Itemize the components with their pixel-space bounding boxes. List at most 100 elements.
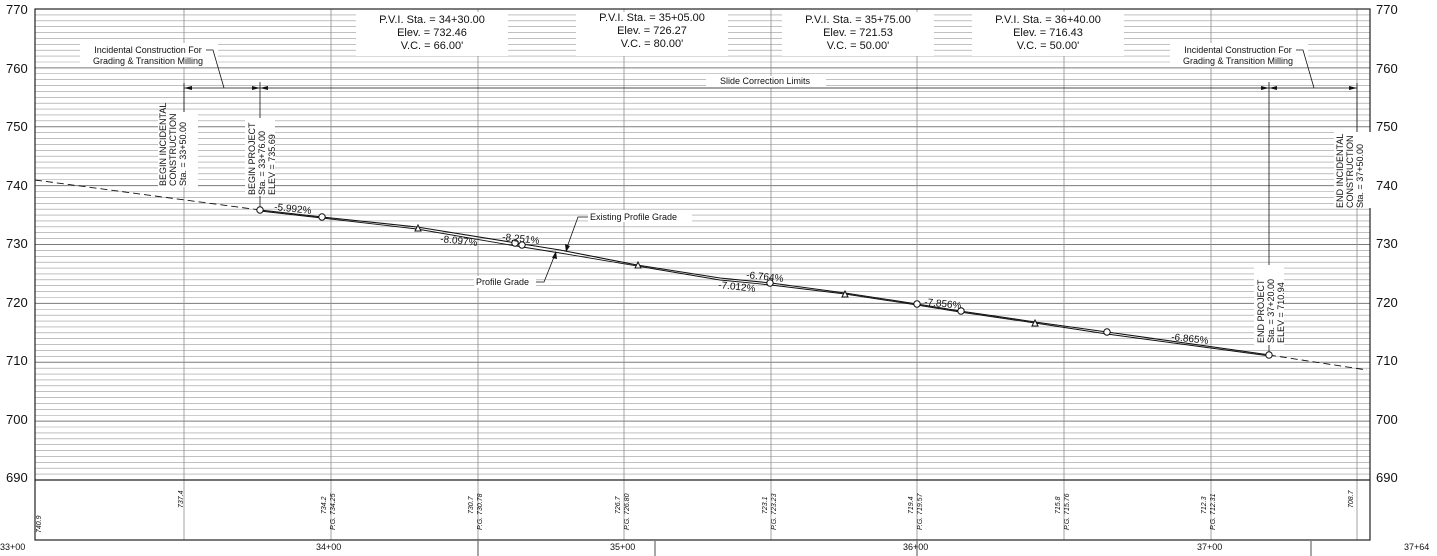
bottom-elev: 719.4 — [908, 496, 915, 514]
vertex-circle — [318, 213, 326, 221]
station-labels: 33+00 34+00 35+00 36+00 37+00 37+64 — [0, 542, 1429, 552]
begin-incidental-line2: CONSTRUCTION — [168, 114, 178, 187]
elev-label-right: 730 — [1376, 236, 1398, 251]
station-label: 34+00 — [316, 542, 341, 552]
vertex-circle — [913, 300, 921, 308]
pvi-elev: Elev. = 716.43 — [1013, 27, 1083, 39]
bottom-elev: 723.1 — [762, 496, 769, 514]
bottom-elev-pg: P.G. 730.78 — [477, 493, 484, 530]
bottom-elev: 708.7 — [1348, 489, 1355, 508]
station-label: 36+00 — [903, 542, 928, 552]
pvi-vc: V.C. = 66.00' — [401, 40, 464, 52]
grade-label: -6.865% — [1171, 332, 1209, 347]
end-incidental-line1: END INCIDENTAL — [1335, 134, 1345, 208]
pvi-sta: P.V.I. Sta. = 34+30.00 — [379, 14, 485, 26]
incidental-notes: Incidental Construction For Grading & Tr… — [93, 45, 1293, 66]
elev-label-left: 760 — [6, 61, 28, 76]
existing-ground-left-dashed — [34, 179, 261, 211]
grade-label: -5.992% — [274, 202, 312, 217]
profile-vertex-markers — [256, 206, 1273, 359]
pvi-elev: Elev. = 732.46 — [397, 27, 467, 39]
end-project-line2: Sta. = 37+20.00 — [1266, 279, 1276, 343]
vertex-circle — [766, 279, 774, 287]
bottom-elev-pg: P.G. 726.80 — [624, 493, 631, 530]
profile-grade-line — [259, 210, 1271, 357]
bottom-elev-pg: P.G. 712.31 — [1210, 493, 1217, 530]
minor-gridlines — [35, 14, 1370, 475]
elev-label-left: 750 — [6, 119, 28, 134]
elev-label-right: 740 — [1376, 178, 1398, 193]
bottom-elev: 715.8 — [1055, 496, 1062, 514]
grade-label: -8.097% — [440, 234, 478, 249]
incidental-left-line2: Grading & Transition Milling — [93, 56, 203, 66]
profile-grade-label: Profile Grade — [476, 277, 529, 287]
vertex-circle — [256, 206, 264, 214]
bottom-elev: 726.7 — [615, 495, 622, 514]
elev-label-right: 690 — [1376, 470, 1398, 485]
grade-label: -8.251% — [502, 232, 540, 247]
existing-profile-leader — [565, 216, 588, 251]
vertex-circle — [1103, 328, 1111, 336]
elev-label-right: 720 — [1376, 295, 1398, 310]
vertex-circle — [518, 241, 526, 249]
bottom-elev: 740.9 — [36, 515, 43, 533]
pvi-annotations: P.V.I. Sta. = 34+30.00 Elev. = 732.46 V.… — [379, 12, 1101, 52]
station-label: 33+00 — [0, 542, 25, 552]
elev-label-left: 690 — [6, 470, 28, 485]
bottom-elev-pg: P.G. 715.76 — [1064, 493, 1071, 530]
slide-correction-limits-label: Slide Correction Limits — [720, 76, 811, 86]
elev-label-right: 750 — [1376, 119, 1398, 134]
existing-profile-grade-line — [259, 209, 1271, 356]
grade-label: -7.856% — [924, 297, 962, 312]
grade-label: -6.764% — [746, 270, 784, 285]
end-project-line3: ELEV = 710.94 — [1276, 282, 1286, 343]
station-label: 35+00 — [610, 542, 635, 552]
bottom-elev-pg: P.G. 734.25 — [330, 493, 337, 530]
pvi-vc: V.C. = 80.00' — [621, 38, 684, 50]
station-callouts: BEGIN INCIDENTAL CONSTRUCTION Sta. = 33+… — [158, 103, 1374, 345]
bottom-elev: 730.7 — [468, 495, 475, 514]
pvi-triangle — [634, 260, 642, 269]
vertex-circle — [1265, 351, 1273, 359]
pvi-triangle — [841, 289, 849, 298]
existing-profile-grade-label: Existing Profile Grade — [590, 212, 677, 222]
incidental-right-line2: Grading & Transition Milling — [1183, 56, 1293, 66]
bottom-elev-pg: P.G. 723.23 — [771, 493, 778, 530]
begin-project-line3: ELEV = 735.69 — [267, 134, 277, 195]
limits-dimension-lines — [183, 82, 1358, 353]
begin-incidental-line3: Sta. = 33+50.00 — [178, 122, 188, 186]
existing-ground-right-dashed — [1268, 354, 1368, 371]
right-elevation-labels: 770 760 750 740 730 720 710 700 690 — [1376, 2, 1398, 485]
bottom-elev: 712.3 — [1201, 496, 1208, 514]
pvi-elev: Elev. = 726.27 — [617, 25, 687, 37]
pvi-sta: P.V.I. Sta. = 36+40.00 — [995, 14, 1101, 26]
incidental-right-line1: Incidental Construction For — [1184, 45, 1292, 55]
profile-grade-arrow — [552, 251, 557, 259]
elev-label-left: 730 — [6, 236, 28, 251]
pvi-vc: V.C. = 50.00' — [1017, 40, 1080, 52]
bottom-elev: 734.2 — [321, 496, 328, 514]
elev-label-left: 710 — [6, 353, 28, 368]
existing-profile-arrow — [565, 244, 570, 252]
elev-label-right: 710 — [1376, 353, 1398, 368]
pvi-vc: V.C. = 50.00' — [827, 40, 890, 52]
begin-project-line2: Sta. = 33+76.00 — [257, 131, 267, 195]
station-label: 37+64 — [1404, 542, 1429, 552]
limits-arrowheads — [184, 86, 1357, 90]
plot-frame — [34, 8, 1371, 541]
pvi-triangle — [1031, 318, 1039, 327]
bottom-elev-pg: P.G. 719.57 — [917, 492, 924, 530]
elev-label-left: 700 — [6, 412, 28, 427]
bottom-elevations: 740.9 737.4 734.2 P.G. 734.25 730.7 P.G.… — [36, 489, 1355, 533]
bottom-elev: 737.4 — [178, 490, 185, 508]
profile-grade-leader — [536, 251, 557, 283]
begin-incidental-line1: BEGIN INCIDENTAL — [158, 103, 168, 186]
pvi-sta: P.V.I. Sta. = 35+75.00 — [805, 14, 911, 26]
elev-label-left: 770 — [6, 2, 28, 17]
pvi-text-backgrounds — [80, 12, 1308, 88]
elev-label-left: 740 — [6, 178, 28, 193]
station-ticks — [477, 541, 1312, 556]
grade-labels: -5.992% -8.097% -8.251% -6.764% -7.012% … — [274, 202, 1209, 347]
vertex-circle — [957, 307, 965, 315]
pvi-triangle — [414, 223, 422, 232]
